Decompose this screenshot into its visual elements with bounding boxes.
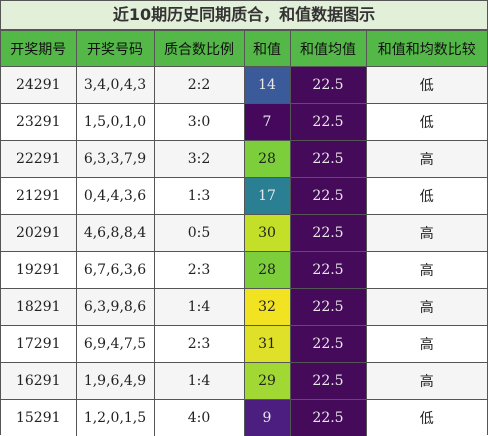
cell-compare: 高 [366,326,487,363]
cell-numbers: 6,7,6,3,6 [76,252,154,289]
cell-sum: 30 [244,215,290,252]
cell-compare: 低 [366,67,487,104]
cell-avg: 22.5 [290,252,366,289]
cell-sum: 14 [244,67,290,104]
cell-ratio: 2:2 [154,67,244,104]
cell-sum: 17 [244,178,290,215]
header-avg: 和值均值 [290,31,366,67]
cell-avg: 22.5 [290,289,366,326]
cell-period: 17291 [1,326,76,363]
cell-compare: 低 [366,400,487,436]
header-compare: 和值和均数比较 [366,31,487,67]
cell-ratio: 2:3 [154,252,244,289]
cell-ratio: 3:2 [154,141,244,178]
cell-ratio: 0:5 [154,215,244,252]
cell-avg: 22.5 [290,141,366,178]
cell-avg: 22.5 [290,67,366,104]
cell-compare: 高 [366,289,487,326]
cell-numbers: 6,3,3,7,9 [76,141,154,178]
header-ratio: 质合数比例 [154,31,244,67]
cell-period: 24291 [1,67,76,104]
cell-period: 23291 [1,104,76,141]
cell-compare: 高 [366,141,487,178]
cell-numbers: 3,4,0,4,3 [76,67,154,104]
cell-avg: 22.5 [290,178,366,215]
cell-sum: 7 [244,104,290,141]
cell-avg: 22.5 [290,326,366,363]
cell-compare: 高 [366,363,487,400]
cell-avg: 22.5 [290,104,366,141]
cell-period: 15291 [1,400,76,436]
header-numbers: 开奖号码 [76,31,154,67]
cell-sum: 31 [244,326,290,363]
cell-ratio: 1:4 [154,289,244,326]
cell-period: 20291 [1,215,76,252]
cell-sum: 28 [244,141,290,178]
header-sum: 和值 [244,31,290,67]
panel-title: 近10期历史同期质合，和值数据图示 [1,1,487,30]
cell-compare: 低 [366,178,487,215]
cell-ratio: 3:0 [154,104,244,141]
cell-numbers: 6,9,4,7,5 [76,326,154,363]
cell-period: 19291 [1,252,76,289]
cell-avg: 22.5 [290,363,366,400]
cell-numbers: 4,6,8,8,4 [76,215,154,252]
cell-sum: 9 [244,400,290,436]
cell-numbers: 6,3,9,8,6 [76,289,154,326]
cell-period: 18291 [1,289,76,326]
cell-compare: 低 [366,104,487,141]
cell-sum: 32 [244,289,290,326]
cell-ratio: 1:3 [154,178,244,215]
cell-avg: 22.5 [290,400,366,436]
cell-period: 22291 [1,141,76,178]
cell-period: 16291 [1,363,76,400]
cell-numbers: 1,5,0,1,0 [76,104,154,141]
cell-numbers: 0,4,4,3,6 [76,178,154,215]
cell-sum: 28 [244,252,290,289]
cell-avg: 22.5 [290,215,366,252]
cell-ratio: 4:0 [154,400,244,436]
cell-numbers: 1,9,6,4,9 [76,363,154,400]
cell-sum: 29 [244,363,290,400]
cell-compare: 高 [366,215,487,252]
cell-period: 21291 [1,178,76,215]
cell-numbers: 1,2,0,1,5 [76,400,154,436]
header-row: 开奖期号 开奖号码 质合数比例 和值 和值均值 和值和均数比较 [1,31,487,67]
header-period: 开奖期号 [1,31,76,67]
cell-ratio: 2:3 [154,326,244,363]
cell-compare: 高 [366,252,487,289]
cell-ratio: 1:4 [154,363,244,400]
